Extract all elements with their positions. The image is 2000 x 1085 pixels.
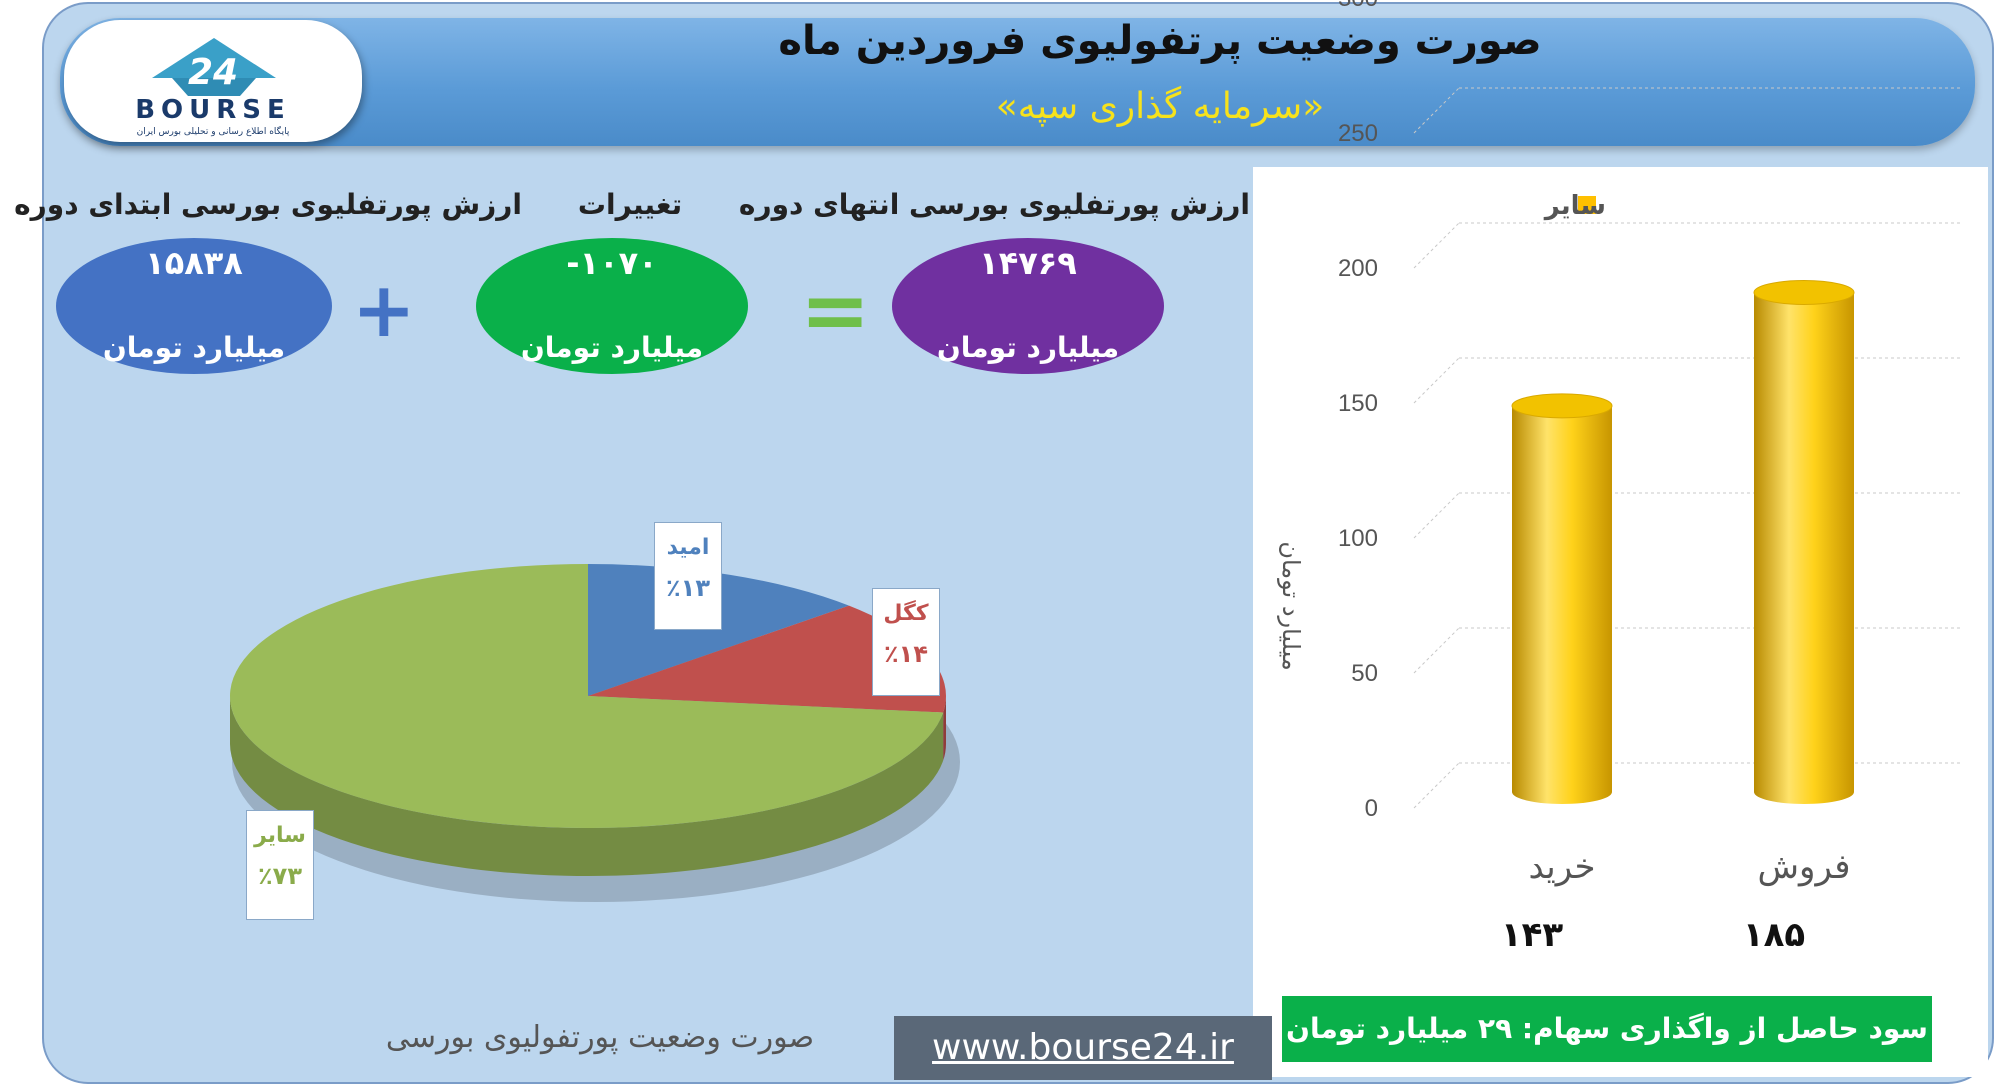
y-axis-label: میلیارد تومان [1277, 541, 1305, 670]
pie-slice-0 [588, 564, 849, 696]
value-label-0: ۱۴۳ [1501, 915, 1564, 955]
y-tick-label: 100 [1338, 525, 1378, 552]
logo-tagline: پایگاه اطلاع رسانی و تحلیلی بورس ایران [137, 125, 290, 137]
legend-label: سایر [1543, 191, 1606, 221]
change-value: -۱۰۷۰ [566, 244, 658, 282]
grid-diag-3 [1413, 357, 1460, 404]
website-link[interactable]: www.bourse24.ir [894, 1016, 1272, 1080]
profit-banner: سود حاصل از واگذاری سهام: ۲۹ میلیارد توم… [1282, 996, 1932, 1062]
bar-1 [1753, 280, 1855, 804]
end-unit: میلیارد تومان [936, 331, 1120, 364]
logo-icon: 24 BOURSE پایگاه اطلاع رسانی و تحلیلی بو… [135, 38, 291, 137]
plus-sign: + [352, 265, 416, 354]
bar-0 [1511, 393, 1613, 804]
category-label-1: فروش [1758, 847, 1851, 887]
y-tick-label: 50 [1351, 660, 1378, 687]
start-value-oval: ۱۵۸۳۸ میلیارد تومان [56, 238, 332, 374]
pie-side-1 [943, 696, 946, 761]
pie-label-other-name: سایر [254, 823, 306, 848]
grid-diag-0 [1413, 762, 1460, 809]
category-label-0: خرید [1528, 847, 1595, 887]
pie-slice-2 [230, 564, 944, 828]
grid-diag-2 [1413, 492, 1460, 539]
page-title: صورت وضعیت پرتفولیوی فروردین ماه [778, 18, 1542, 64]
y-tick-label: 200 [1338, 255, 1378, 282]
pie-slice-1 [588, 605, 946, 713]
pie-label-other-value: ٪۷۳ [258, 862, 302, 890]
pie-label-omid: امید ٪۱۳ [654, 522, 722, 630]
change-label: تغییرات [577, 188, 683, 221]
end-value-oval: ۱۴۷۶۹ میلیارد تومان [892, 238, 1164, 374]
grid-diag-5 [1413, 87, 1460, 134]
pie-chart [230, 564, 960, 902]
pie-label-kegal-value: ٪۱۴ [884, 640, 928, 668]
y-tick-label: 0 [1365, 795, 1378, 822]
pie-label-omid-value: ٪۱۳ [666, 574, 710, 602]
equals-sign: = [800, 261, 871, 359]
grid-diag-1 [1413, 627, 1460, 674]
logo: 24 BOURSE پایگاه اطلاع رسانی و تحلیلی بو… [64, 20, 362, 142]
pie-label-kegal-name: کگل [883, 601, 929, 626]
y-tick-label: 150 [1338, 390, 1378, 417]
pie-label-omid-name: امید [666, 535, 710, 560]
end-value: ۱۴۷۶۹ [979, 244, 1077, 282]
page-subtitle: «سرمایه گذاری سپه» [995, 86, 1325, 127]
pie-label-other: سایر ٪۷۳ [246, 810, 314, 920]
change-value-oval: -۱۰۷۰ میلیارد تومان [476, 238, 748, 374]
pie-side-2 [230, 696, 944, 877]
y-tick-label: 300 [1338, 0, 1378, 12]
start-unit: میلیارد تومان [102, 331, 286, 364]
grid-diag-4 [1413, 222, 1460, 269]
end-value-label: ارزش پورتفلیوی بورسی انتهای دوره [738, 188, 1250, 221]
value-label-1: ۱۸۵ [1743, 915, 1805, 955]
header-banner [60, 18, 1975, 146]
pie-label-kegal: کگل ٪۱۴ [872, 588, 940, 696]
svg-text:24: 24 [188, 52, 238, 93]
change-unit: میلیارد تومان [520, 331, 704, 364]
footer-caption: صورت وضعیت پورتفولیوی بورسی [385, 1020, 815, 1055]
legend-swatch [1578, 196, 1596, 214]
bar-chart-panel [1253, 167, 1988, 1077]
start-value: ۱۵۸۳۸ [145, 244, 243, 282]
logo-wordmark: BOURSE [135, 95, 291, 125]
y-tick-label: 250 [1338, 120, 1378, 147]
start-value-label: ارزش پورتفلیوی بورسی ابتدای دوره [14, 188, 522, 221]
